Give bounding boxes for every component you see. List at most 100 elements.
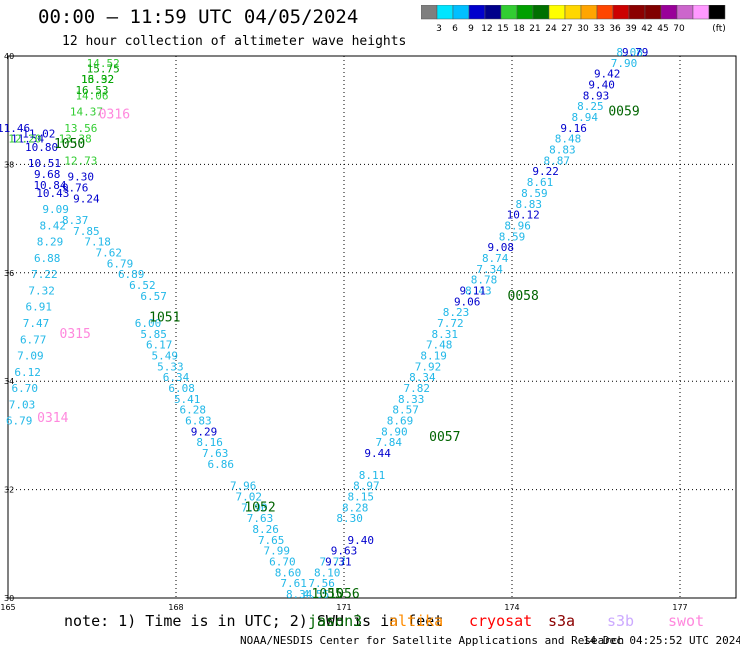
- swh-point: 8.34: [286, 588, 313, 601]
- track-label: 0314: [37, 411, 68, 426]
- swh-point: 8.28: [342, 501, 369, 514]
- track-label: 0059: [608, 105, 639, 120]
- swh-point: 8.60: [275, 566, 302, 579]
- colorbar-tick: 45: [657, 24, 668, 33]
- swh-point: 14.06: [75, 89, 108, 102]
- swh-point: 8.15: [348, 490, 375, 503]
- colorbar-tick: 12: [481, 24, 492, 33]
- swh-point: 16.32: [81, 73, 114, 86]
- swh-point: 5.85: [140, 328, 167, 341]
- swh-point: 6.83: [185, 415, 212, 428]
- swh-point: 9.09: [42, 203, 69, 216]
- colorbar-unit: (ft): [712, 24, 726, 33]
- swh-point: 6.00: [135, 317, 162, 330]
- satellite-swot: swot: [668, 612, 705, 630]
- swh-point: 8.61: [527, 176, 554, 189]
- y-tick-label: 36: [4, 269, 14, 278]
- swh-point: 8.78: [471, 274, 498, 287]
- page-subtitle: 12 hour collection of altimeter wave hei…: [62, 34, 407, 49]
- colorbar-tick: 39: [625, 24, 637, 33]
- swh-point: 10.80: [25, 141, 58, 154]
- colorbar-tick: 42: [641, 24, 652, 33]
- swh-point: 7.32: [28, 284, 55, 297]
- swh-point: 8.33: [398, 393, 425, 406]
- swh-point: 9.11: [460, 284, 487, 297]
- swh-point: 8.57: [392, 404, 419, 417]
- swh-point: 7.56: [308, 577, 335, 590]
- swh-point: 11.02: [22, 127, 55, 140]
- swh-point: 6.79: [107, 257, 134, 270]
- satellite-jason3: jason3: [308, 612, 363, 630]
- swh-point: 8.37: [62, 214, 89, 227]
- swh-point: 6.57: [140, 290, 167, 303]
- y-tick-label: 30: [4, 594, 14, 603]
- swh-point: 6.70: [269, 555, 296, 568]
- swh-point: 7.48: [426, 339, 453, 352]
- swh-point: 5.49: [152, 350, 179, 363]
- swh-point: 8.90: [381, 425, 408, 438]
- swh-point: 8.16: [196, 436, 223, 449]
- y-tick-label: 38: [4, 160, 14, 169]
- swh-point: 8.08: [616, 46, 643, 59]
- swh-point: 8.34: [409, 371, 436, 384]
- swh-point: 9.22: [532, 165, 559, 178]
- satellite-s3b: s3b: [607, 612, 635, 630]
- swh-point: 7.09: [17, 350, 44, 363]
- page-title: 00:00 – 11:59 UTC 04/05/2024: [38, 6, 359, 28]
- swh-point: 6.28: [180, 404, 207, 417]
- swh-point: 4.55: [303, 588, 330, 601]
- swh-point: 7.18: [84, 236, 111, 249]
- swh-point: 7.03: [9, 398, 36, 411]
- track-label: 0057: [429, 430, 460, 445]
- swh-point: 9.42: [594, 68, 621, 81]
- swh-point: 9.76: [62, 182, 89, 195]
- swh-point: 13.92: [81, 73, 114, 86]
- swh-point: 6.08: [168, 382, 195, 395]
- swh-point: 6.79: [6, 415, 33, 428]
- swh-point: 8.43: [465, 284, 492, 297]
- swh-point: 10.84: [33, 179, 66, 192]
- swh-point: 7.34: [476, 263, 503, 276]
- swh-point: 7.92: [415, 360, 442, 373]
- swh-point: 7.63: [247, 512, 274, 525]
- swh-point: 16.53: [75, 84, 108, 97]
- swh-point: 9.06: [454, 295, 481, 308]
- swh-point: 7.47: [23, 317, 50, 330]
- colorbar-tick: 24: [545, 24, 557, 33]
- swh-point: 9.30: [68, 171, 95, 184]
- swh-point: 8.87: [544, 154, 571, 167]
- swh-point: 7.22: [31, 268, 58, 281]
- y-tick-label: 32: [4, 486, 14, 495]
- swh-point: 7.65: [258, 534, 285, 547]
- colorbar-tick: 70: [673, 24, 685, 33]
- swh-point: 6.91: [26, 301, 53, 314]
- colorbar-tick: 27: [561, 24, 572, 33]
- timestamp: 14 Dec 04:25:52 UTC 2024: [583, 634, 740, 647]
- x-tick-label: 177: [672, 603, 687, 612]
- x-tick-label: 168: [168, 603, 183, 612]
- swh-point: 8.74: [482, 252, 509, 265]
- y-tick-label: 40: [4, 52, 14, 61]
- swh-point: 9.79: [622, 46, 649, 59]
- swh-point: 10.43: [36, 187, 69, 200]
- swh-point: 7.63: [202, 447, 229, 460]
- swh-point: 7.96: [230, 480, 257, 493]
- swh-point: 12.20: [8, 133, 41, 146]
- swh-point: 8.59: [521, 187, 548, 200]
- colorbar-tick: 30: [577, 24, 589, 33]
- x-tick-label: 174: [504, 603, 519, 612]
- plot-frame: [7, 55, 737, 599]
- track-label: 1056: [328, 587, 359, 602]
- swh-point: 7.62: [96, 247, 123, 260]
- swh-point: 8.42: [40, 219, 67, 232]
- track-label: 0058: [508, 289, 539, 304]
- colorbar-tick: 36: [609, 24, 621, 33]
- swh-point: 6.86: [208, 458, 235, 471]
- swh-point: 6.70: [12, 382, 39, 395]
- colorbar-swatch: [708, 5, 726, 20]
- colorbar-tick: 18: [513, 24, 525, 33]
- swh-point: 15.75: [87, 62, 120, 75]
- track-label: 0315: [60, 327, 91, 342]
- colorbar-tick: 21: [529, 24, 540, 33]
